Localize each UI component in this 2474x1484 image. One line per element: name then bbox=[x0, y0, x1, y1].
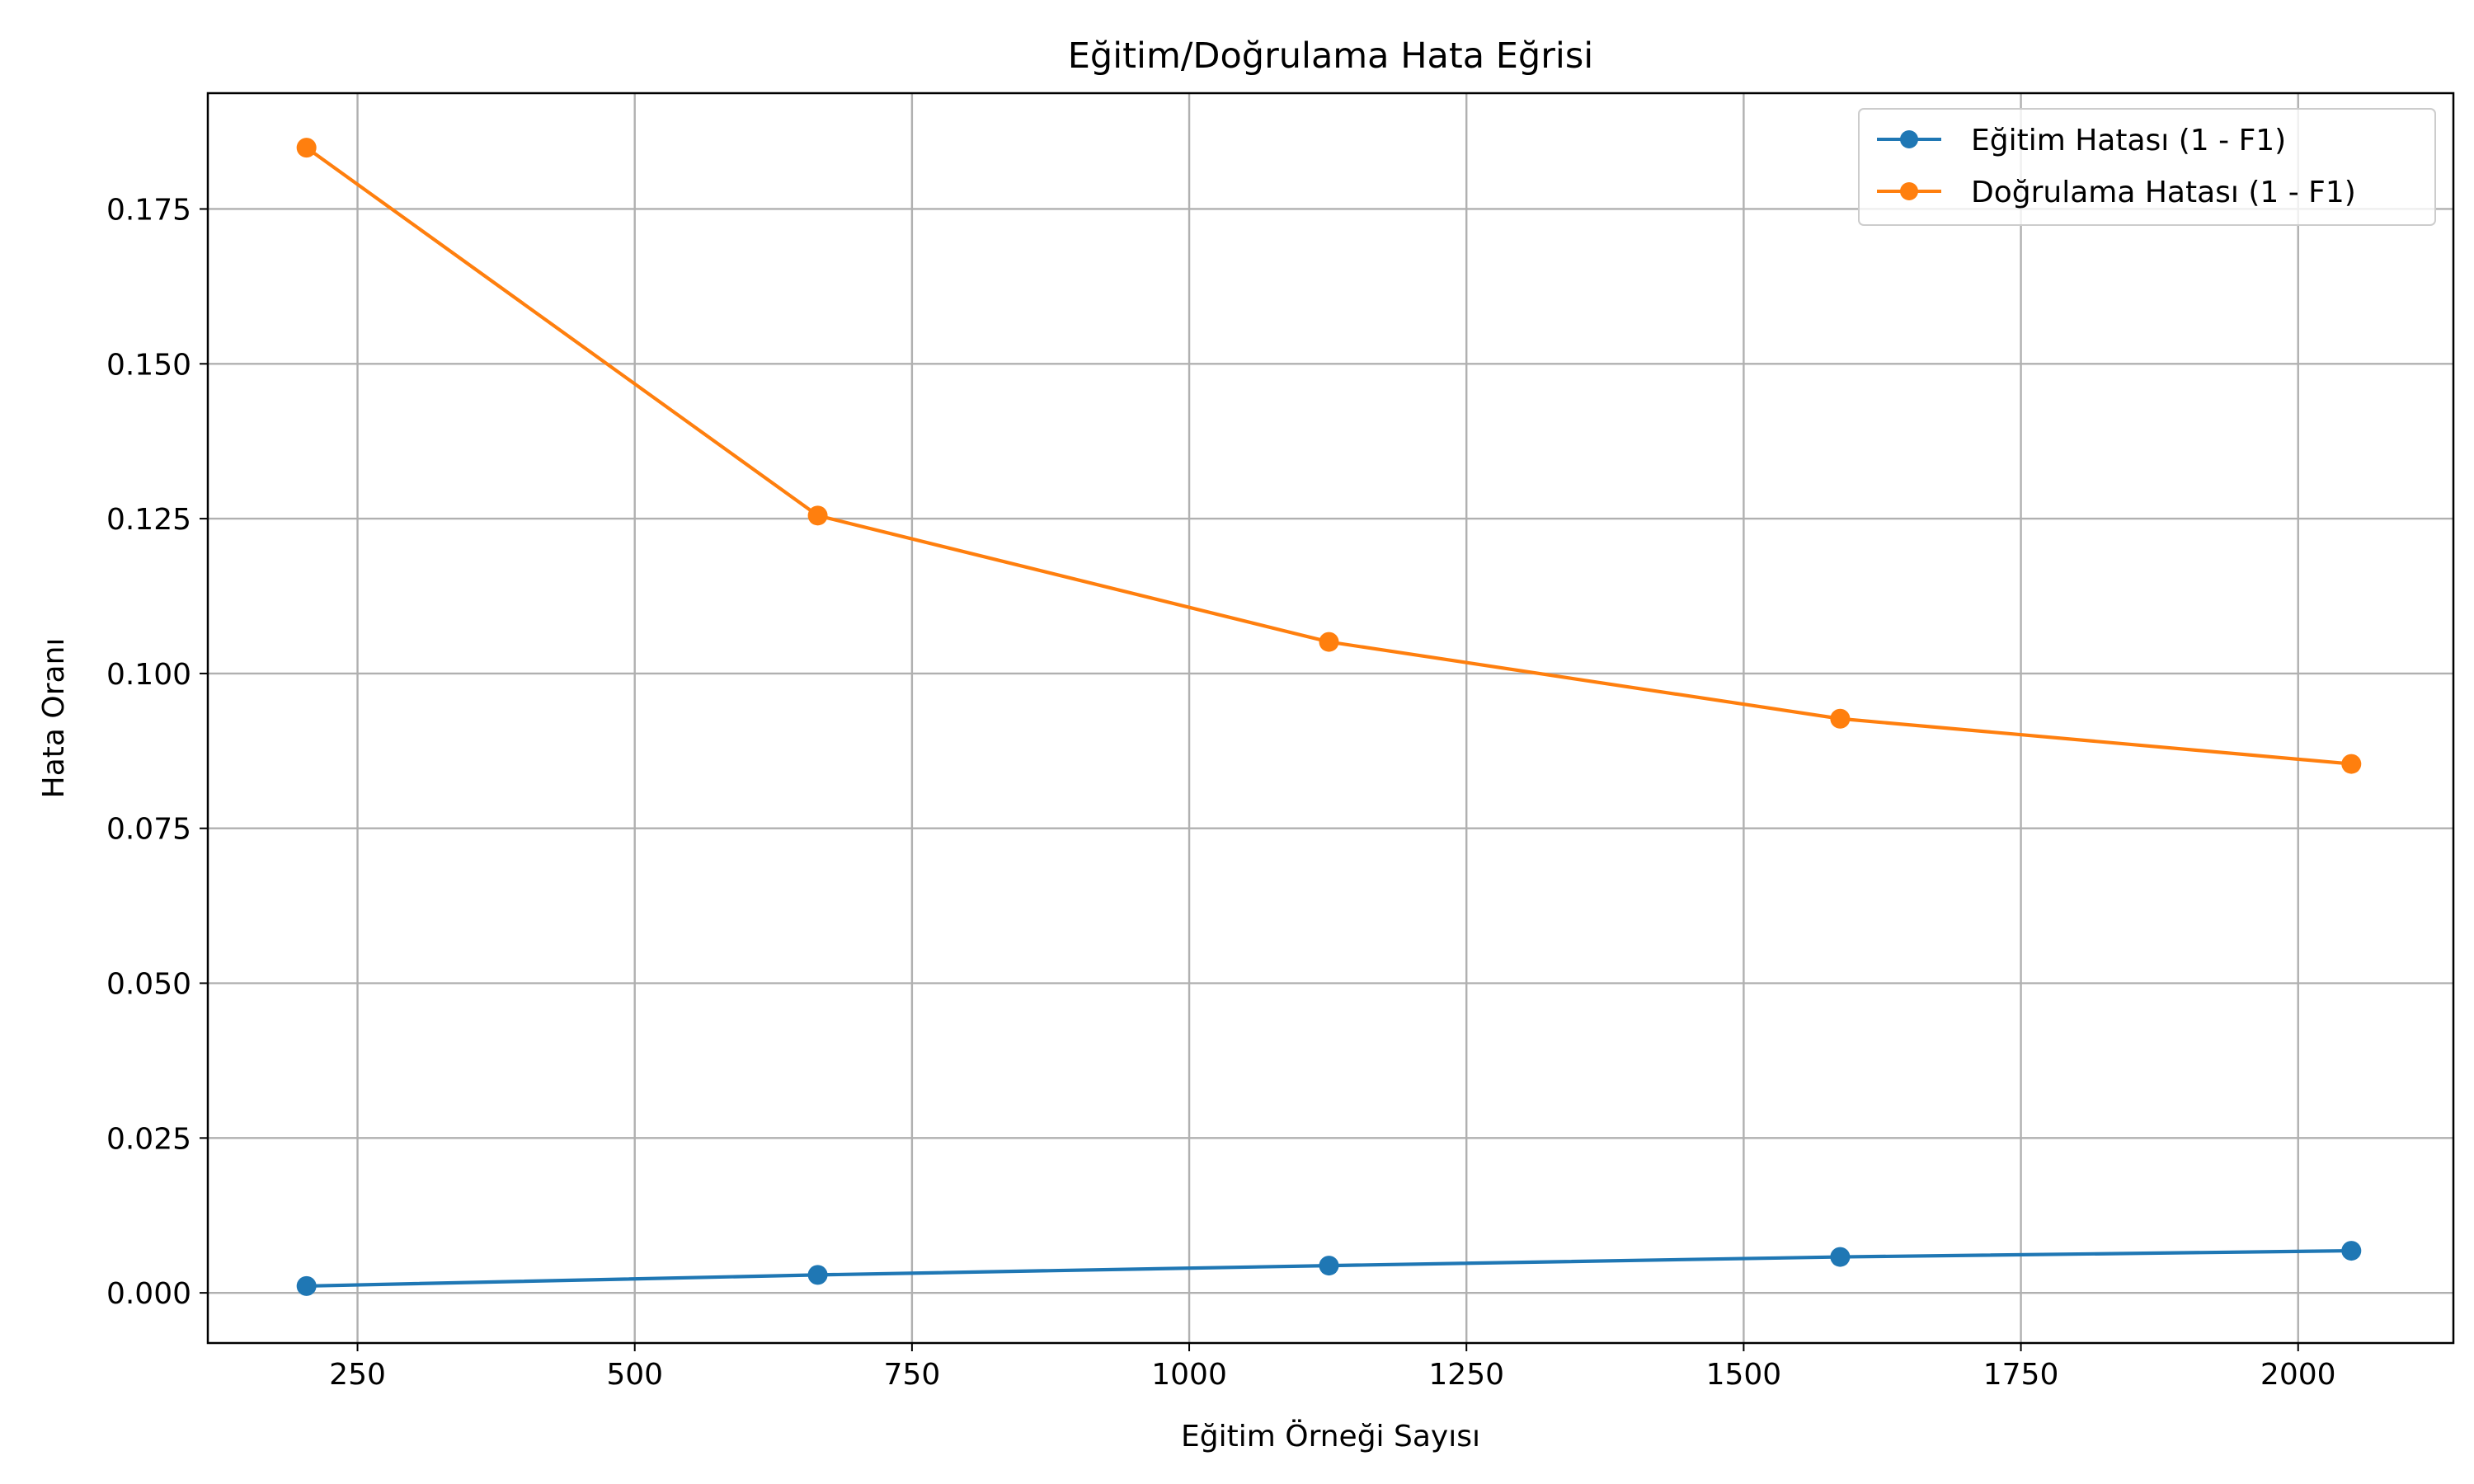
data-point bbox=[296, 1275, 317, 1296]
axes-ticks: 250 500 750 1000 1250 1500 1750 2000 0.000 0.025 0… bbox=[106, 193, 2336, 1392]
data-point bbox=[2341, 754, 2362, 774]
x-tick-label: 500 bbox=[606, 1358, 663, 1392]
x-tick-label: 250 bbox=[329, 1358, 386, 1392]
x-axis-label: Eğitim Örneği Sayısı bbox=[1181, 1419, 1480, 1453]
data-point bbox=[807, 1265, 828, 1285]
legend-label-validation-error: Doğrulama Hatası (1 - F1) bbox=[1971, 176, 2356, 209]
x-tick-label: 2000 bbox=[2260, 1358, 2336, 1392]
chart-title: Eğitim/Doğrulama Hata Eğrisi bbox=[1068, 35, 1593, 77]
x-tick-label: 750 bbox=[884, 1358, 941, 1392]
y-tick-label: 0.025 bbox=[106, 1122, 191, 1156]
y-tick-label: 0.000 bbox=[106, 1277, 191, 1311]
y-tick-label: 0.125 bbox=[106, 503, 191, 537]
legend-entry-validation-error: Doğrulama Hatası (1 - F1) bbox=[1877, 176, 2356, 209]
plot-frame bbox=[206, 92, 2455, 1345]
legend-entry-training-error: Eğitim Hatası (1 - F1) bbox=[1877, 124, 2286, 157]
data-point bbox=[807, 505, 828, 526]
y-axis-label: Hata Oranı bbox=[37, 638, 71, 799]
data-point bbox=[1319, 1256, 1339, 1276]
legend-box bbox=[1858, 108, 2436, 226]
data-point bbox=[296, 138, 317, 158]
x-tick-label: 1500 bbox=[1706, 1358, 1782, 1392]
plot-area bbox=[208, 93, 2453, 1343]
x-tick-label: 1750 bbox=[1983, 1358, 2059, 1392]
y-tick-label: 0.100 bbox=[106, 658, 191, 692]
legend-marker-validation-error bbox=[1900, 182, 1918, 200]
x-tick-label: 1000 bbox=[1151, 1358, 1227, 1392]
series-training-error bbox=[296, 1241, 2362, 1296]
grid bbox=[208, 93, 2453, 1343]
y-tick-label: 0.075 bbox=[106, 813, 191, 847]
series-layer bbox=[296, 138, 2362, 1296]
y-tick-label: 0.150 bbox=[106, 348, 191, 382]
x-tick-label: 1250 bbox=[1428, 1358, 1504, 1392]
y-tick-label: 0.050 bbox=[106, 968, 191, 1002]
series-validation-error bbox=[296, 138, 2362, 774]
data-point bbox=[1830, 1247, 1851, 1267]
legend-marker-training-error bbox=[1900, 130, 1918, 148]
legend: Eğitim Hatası (1 - F1) Doğrulama Hatası … bbox=[1858, 108, 2436, 226]
y-tick-label: 0.175 bbox=[106, 193, 191, 227]
legend-label-training-error: Eğitim Hatası (1 - F1) bbox=[1971, 124, 2286, 157]
data-point bbox=[2341, 1241, 2362, 1261]
data-point bbox=[1319, 632, 1339, 652]
data-point bbox=[1830, 708, 1851, 729]
